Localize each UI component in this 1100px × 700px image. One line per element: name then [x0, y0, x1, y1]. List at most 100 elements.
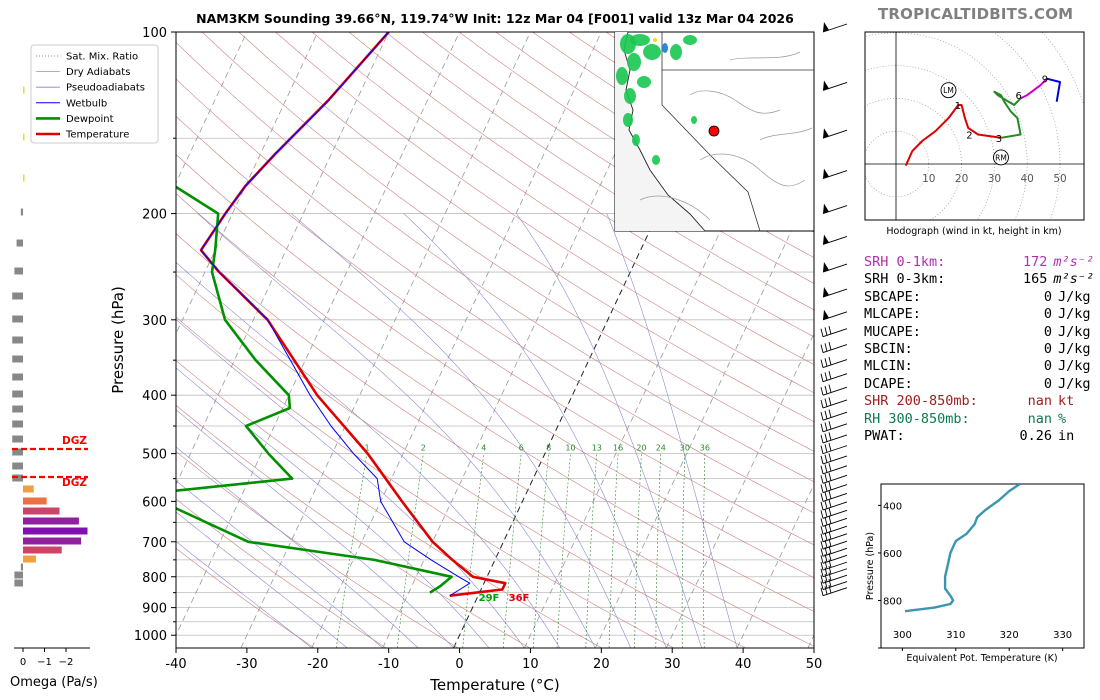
index-value: 0: [1043, 358, 1052, 375]
index-unit: in: [1058, 428, 1075, 445]
hodograph-height-label: 2: [966, 130, 972, 141]
omega-bar: [12, 420, 23, 428]
mixing-ratio-label: 36: [700, 444, 710, 453]
index-value: 0: [1043, 323, 1052, 340]
index-value: 0: [1043, 306, 1052, 323]
wind-barb-feather: [824, 483, 828, 492]
wind-barb-feather: [828, 515, 832, 524]
y-axis-label: Pressure (hPa): [109, 286, 127, 394]
hodograph-height-label: 1: [955, 101, 961, 112]
omega-bar: [23, 485, 34, 493]
mixing-ratio-label: 13: [592, 444, 602, 453]
wind-barb-feather: [828, 442, 832, 452]
wind-barb-feather: [824, 327, 828, 336]
wind-barb: [820, 384, 848, 396]
wind-barb-feather: [828, 384, 832, 393]
index-label: MUCAPE:: [864, 323, 921, 340]
wind-barb-feather: [824, 532, 828, 541]
state-border-ca-nv: [661, 32, 761, 232]
precip-heavy-area: [662, 43, 668, 53]
index-unit: J/kg: [1058, 306, 1091, 323]
wind-barb-feather: [824, 491, 828, 501]
wind-barb-feather: [828, 523, 832, 532]
wind-barb-feather: [828, 472, 832, 481]
omega-tick-label: −1: [37, 657, 52, 668]
mixing-ratio-line: [655, 453, 662, 648]
precip-area: [691, 116, 697, 124]
wind-barb-feather: [820, 399, 824, 409]
wind-barb-staff: [822, 205, 848, 215]
omega-bar: [12, 405, 23, 413]
x-tick-label: -10: [378, 657, 399, 672]
precip-area: [652, 155, 660, 165]
hodograph-height-label: 9: [1042, 75, 1048, 86]
theta-e-x-tick-label: 310: [946, 630, 965, 641]
theta-e-y-tick-label: 400: [883, 501, 902, 512]
index-label: RH 300-850mb:: [864, 410, 970, 427]
wind-barb-feather: [820, 412, 824, 421]
temperature-profile-line: [199, 32, 507, 597]
index-label: SHR 200-850mb:: [864, 393, 978, 410]
index-value: nan: [1027, 393, 1052, 410]
mixing-ratio-label: 16: [613, 444, 623, 453]
wind-barb-feather: [824, 454, 828, 463]
wind-barb: [820, 523, 848, 535]
wind-barb-feather: [824, 422, 828, 431]
wind-barb-feather: [824, 410, 828, 419]
omega-bar: [23, 517, 79, 525]
storm-motion-label: LM: [943, 86, 954, 95]
wind-barb-feather: [828, 507, 832, 516]
wind-barb-feather: [824, 398, 828, 407]
index-unit: %: [1058, 410, 1067, 427]
dry-adiabat-line: [176, 316, 674, 648]
index-label: PWAT:: [864, 428, 905, 445]
pseudoadiabat-line: [516, 213, 702, 648]
wind-barb-feather: [820, 581, 824, 590]
wind-barb: [820, 552, 848, 564]
isotherm-line: [453, 32, 744, 648]
omega-bar: [23, 537, 82, 545]
hodograph-background: [865, 32, 1084, 220]
dry-adiabat-line: [275, 32, 814, 394]
wind-barb: [822, 168, 848, 180]
omega-bar: [12, 462, 23, 470]
mixing-ratio-labels: 1 2 4 6 8 10 13 16 20 24 30 36: [364, 444, 709, 453]
sounding-location-marker: [708, 125, 720, 137]
x-tick-label: 10: [522, 657, 539, 672]
index-unit: J/kg: [1058, 358, 1091, 375]
location-map-inset: [614, 31, 815, 232]
wind-barb-pennant: [823, 168, 829, 179]
wind-barb-feather: [820, 518, 824, 527]
wind-barb-feather: [824, 508, 828, 518]
index-label: SRH 0-3km:: [864, 271, 946, 288]
dry-adiabat-line: [201, 32, 814, 452]
omega-bar: [12, 390, 23, 398]
precip-area: [632, 134, 640, 146]
wind-barb-feather: [824, 372, 828, 381]
pseudoadiabat-line: [176, 511, 348, 648]
mixing-ratio-line: [462, 453, 485, 648]
hodograph-ring-label: 20: [955, 173, 968, 185]
index-unit: J/kg: [1058, 288, 1091, 305]
index-value: 172: [1022, 254, 1048, 270]
wind-barb: [822, 80, 848, 91]
pseudoadiabat-line: [197, 213, 596, 648]
omega-bar: [23, 546, 62, 554]
wind-barb-feather: [820, 575, 824, 584]
dry-adiabat-line: [176, 41, 814, 483]
y-tick-label: 700: [142, 536, 167, 551]
omega-bar: [23, 507, 60, 515]
dry-adiabat-line: [385, 32, 814, 311]
omega-bar: [23, 527, 88, 535]
surface-temperature-label: 36F: [509, 593, 530, 604]
wind-barb: [822, 203, 848, 215]
precip-area: [670, 44, 682, 60]
wind-barb-feather: [828, 578, 832, 588]
mixing-ratio-label: 8: [546, 444, 551, 453]
wind-barb: [822, 262, 848, 273]
x-tick-label: -30: [236, 657, 257, 672]
legend-label: Sat. Mix. Ratio: [66, 52, 138, 63]
dry-adiabat-line: [176, 193, 814, 612]
pressure-axis: 100 200 300 400 500 600 700 800 900 1000: [134, 26, 176, 644]
